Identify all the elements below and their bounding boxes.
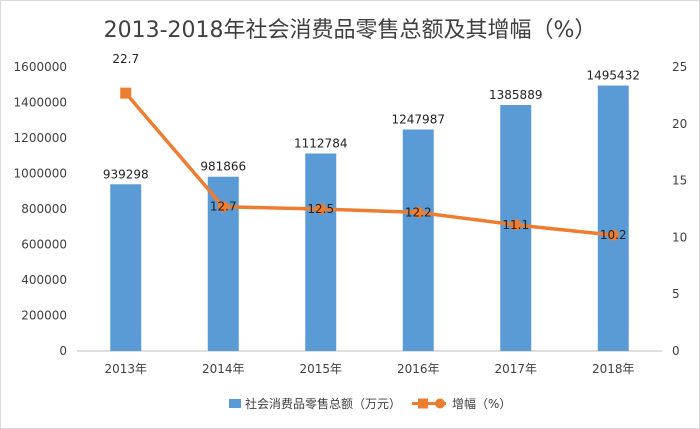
line-marker-circle: [510, 219, 522, 231]
line-marker-circle: [217, 201, 229, 213]
legend-swatch-bar: [229, 399, 241, 408]
line-data-label: 12.2: [405, 205, 432, 219]
chart-title: 2013-2018年社会消费品零售总额及其增幅（%）: [103, 18, 597, 43]
bar-data-labels: 939298 981866 1112784 1247987 1385889 1495432: [103, 69, 640, 182]
y-right-tick-label: 20: [672, 117, 687, 131]
x-tick-label: 2017年: [494, 362, 537, 376]
line-data-label: 22.7: [112, 52, 139, 66]
y-right-tick-label: 25: [672, 60, 687, 74]
x-tick-label: 2016年: [397, 362, 440, 376]
legend-label-line: 增幅（%）: [452, 396, 511, 411]
legend-marker-square: [418, 398, 428, 409]
bar: [597, 85, 629, 351]
axes-layer: 0 200000 400000 600000 800000 1000000 1200000 1…: [14, 60, 688, 376]
bar: [305, 153, 337, 351]
y-right-tick-label: 15: [672, 174, 687, 188]
bar-data-label: 1495432: [587, 69, 640, 83]
line-series: [120, 87, 619, 241]
y-left-tick-label: 200000: [21, 309, 67, 323]
bar-data-label: 939298: [103, 167, 149, 181]
line-data-labels: 22.7 12.7 12.5 12.2 11.1 10.2: [112, 52, 626, 242]
y-left-tick-label: 1200000: [14, 131, 67, 145]
y-left-tick-label: 800000: [21, 202, 67, 216]
bar-data-label: 981866: [200, 160, 246, 174]
x-tick-label: 2015年: [299, 362, 342, 376]
legend: 社会消费品零售总额（万元） 增幅（%）: [229, 396, 511, 411]
line-data-label: 10.2: [600, 228, 627, 242]
x-tick-label: 2018年: [592, 362, 635, 376]
bar-data-label: 1247987: [392, 112, 445, 126]
y-left-tick-label: 400000: [21, 273, 67, 287]
y-left-tick-label: 1400000: [14, 96, 67, 110]
line-marker-circle: [315, 203, 327, 215]
bar: [110, 184, 142, 351]
y-left-tick-label: 1000000: [14, 167, 67, 181]
line-data-label: 12.7: [210, 200, 237, 214]
y-right-tick-label: 5: [672, 287, 680, 301]
bar-data-label: 1385889: [489, 88, 542, 102]
x-tick-label: 2014年: [202, 362, 245, 376]
y-left-tick-label: 1600000: [14, 60, 67, 74]
line-data-label: 11.1: [502, 218, 529, 232]
line-marker-circle: [607, 229, 619, 241]
growth-line: [124, 91, 614, 237]
x-tick-label: 2013年: [104, 362, 147, 376]
y-left-tick-label: 600000: [21, 238, 67, 252]
legend-marker-circle: [435, 398, 445, 409]
bar-series: [110, 85, 629, 351]
line-marker-square: [120, 87, 132, 99]
bar: [402, 129, 434, 351]
bar-data-label: 1112784: [294, 136, 347, 150]
line-marker-circle: [412, 206, 424, 218]
legend-label-bar: 社会消费品零售总额（万元）: [245, 396, 401, 411]
y-right-tick-label: 10: [672, 230, 687, 244]
y-left-tick-label: 0: [59, 344, 67, 358]
line-data-label: 12.5: [307, 202, 334, 216]
y-right-tick-label: 0: [672, 344, 680, 358]
